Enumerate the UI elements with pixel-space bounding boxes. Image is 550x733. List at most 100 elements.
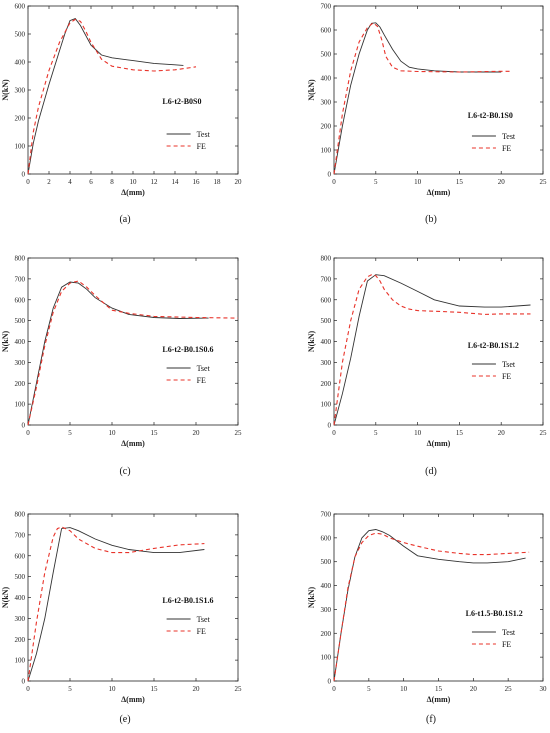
x-tick-label: 5 — [374, 429, 378, 437]
x-axis-label: Δ(mm) — [427, 188, 451, 197]
x-tick-label: 25 — [540, 178, 548, 186]
x-tick-label: 25 — [505, 685, 513, 693]
x-axis-label: Δ(mm) — [121, 188, 145, 197]
chart-panel: 0 5 10 15 20 25 0 100 200 300 400 500 600 700 800 Δ(mm)… — [1, 255, 242, 478]
plot-frame — [27, 5, 239, 175]
series-line-fe — [333, 274, 531, 426]
x-tick-label: 10 — [400, 685, 408, 693]
y-tick-label: 200 — [15, 380, 26, 388]
y-tick-label: 100 — [15, 143, 26, 151]
y-tick-label: 400 — [321, 582, 332, 590]
y-axis-label: N(kN) — [307, 587, 316, 609]
panel-caption: (e) — [119, 714, 130, 725]
y-tick-label: 0 — [22, 422, 26, 430]
x-tick-label: 20 — [193, 429, 201, 437]
series-line-fe — [27, 18, 197, 175]
y-axis-label: N(kN) — [307, 79, 316, 101]
x-tick-label: 0 — [26, 429, 30, 437]
y-axis-label: N(kN) — [307, 331, 316, 353]
y-tick-label: 100 — [321, 401, 332, 409]
y-tick-label: 0 — [328, 171, 332, 179]
x-axis-label: Δ(mm) — [121, 695, 145, 704]
x-tick-label: 15 — [151, 429, 159, 437]
x-tick-label: 15 — [435, 685, 443, 693]
series-line-test — [333, 22, 502, 175]
legend-entry: FE — [502, 640, 511, 649]
plot-frame — [333, 5, 544, 175]
y-tick-label: 300 — [321, 99, 332, 107]
x-tick-label: 15 — [456, 178, 464, 186]
y-tick-label: 500 — [321, 558, 332, 566]
y-tick-label: 200 — [15, 636, 26, 644]
series-line-fe — [27, 526, 205, 682]
y-axis-label: N(kN) — [1, 79, 10, 101]
legend-entry: FE — [197, 627, 206, 636]
series-line-test — [27, 527, 205, 682]
x-tick-label: 8 — [110, 178, 114, 186]
legend-entry: FE — [197, 376, 206, 385]
x-tick-label: 6 — [89, 178, 93, 186]
x-tick-label: 20 — [470, 685, 478, 693]
x-tick-label: 10 — [414, 178, 422, 186]
x-tick-label: 20 — [498, 178, 506, 186]
x-tick-label: 10 — [109, 429, 117, 437]
chart-panel: 0 5 10 15 20 25 300100200300400500600700Δ(mm)N… — [307, 511, 547, 726]
y-tick-label: 300 — [15, 87, 26, 95]
y-tick-label: 300 — [15, 615, 26, 623]
y-tick-label: 800 — [321, 255, 332, 263]
y-tick-label: 500 — [15, 573, 26, 581]
x-tick-label: 20 — [193, 685, 201, 693]
y-tick-label: 500 — [15, 31, 26, 39]
chart-panel: 0 5 10 15 20 25 0 100 200 300 400 500 600 700 800 Δ(mm)… — [1, 511, 242, 726]
x-tick-label: 10 — [414, 429, 422, 437]
specimen-label: L6-t2-B0.1S0 — [468, 111, 513, 120]
y-tick-label: 600 — [321, 27, 332, 35]
y-tick-label: 200 — [321, 630, 332, 638]
y-tick-label: 0 — [328, 678, 332, 686]
chart-panel: 0 2 4 6 8 10 12 14 16 18 200100200300400500600Δ(mm… — [1, 3, 242, 226]
y-tick-label: 100 — [15, 657, 26, 665]
x-tick-label: 15 — [151, 685, 159, 693]
x-tick-label: 20 — [498, 429, 506, 437]
x-tick-label: 0 — [26, 178, 30, 186]
legend-entry: Tset — [197, 615, 211, 624]
y-tick-label: 0 — [328, 422, 332, 430]
panel-caption: (f) — [426, 714, 436, 725]
specimen-label: L6-t1.5-B0.1S1.2 — [466, 609, 523, 618]
y-tick-label: 100 — [321, 147, 332, 155]
y-tick-label: 800 — [15, 511, 26, 519]
y-tick-label: 600 — [15, 3, 26, 11]
series-line-test — [27, 281, 209, 426]
y-tick-label: 400 — [321, 338, 332, 346]
y-tick-label: 200 — [321, 380, 332, 388]
x-tick-label: 4 — [68, 178, 72, 186]
x-axis-label: Δ(mm) — [427, 695, 451, 704]
x-tick-label: 25 — [235, 429, 243, 437]
x-tick-label: 2 — [47, 178, 51, 186]
legend-entry: Test — [502, 628, 516, 637]
legend-entry: FE — [197, 142, 206, 151]
y-tick-label: 0 — [22, 171, 26, 179]
y-tick-label: 300 — [15, 359, 26, 367]
legend-entry: Tset — [502, 360, 516, 369]
y-tick-label: 700 — [321, 511, 332, 519]
y-tick-label: 700 — [15, 275, 26, 283]
legend-entry: Test — [502, 132, 516, 141]
y-tick-label: 400 — [15, 338, 26, 346]
panel-caption: (d) — [425, 466, 437, 477]
y-tick-label: 100 — [15, 401, 26, 409]
y-tick-label: 600 — [321, 534, 332, 542]
y-tick-label: 200 — [15, 115, 26, 123]
y-tick-label: 800 — [15, 255, 26, 263]
x-tick-label: 0 — [332, 429, 336, 437]
x-tick-label: 14 — [172, 178, 180, 186]
x-tick-label: 20 — [235, 178, 243, 186]
x-tick-label: 5 — [367, 685, 371, 693]
panel-caption: (a) — [119, 214, 130, 225]
y-tick-label: 400 — [321, 75, 332, 83]
chart-panel: 0 5 10 15 20 25 0 100 200 300 400 500 600 700 800 Δ(mm)… — [307, 255, 547, 478]
y-tick-label: 200 — [321, 123, 332, 131]
specimen-label: L6-t2-B0.1S0.6 — [162, 345, 213, 354]
x-tick-label: 0 — [26, 685, 30, 693]
series-line-fe — [333, 532, 530, 682]
